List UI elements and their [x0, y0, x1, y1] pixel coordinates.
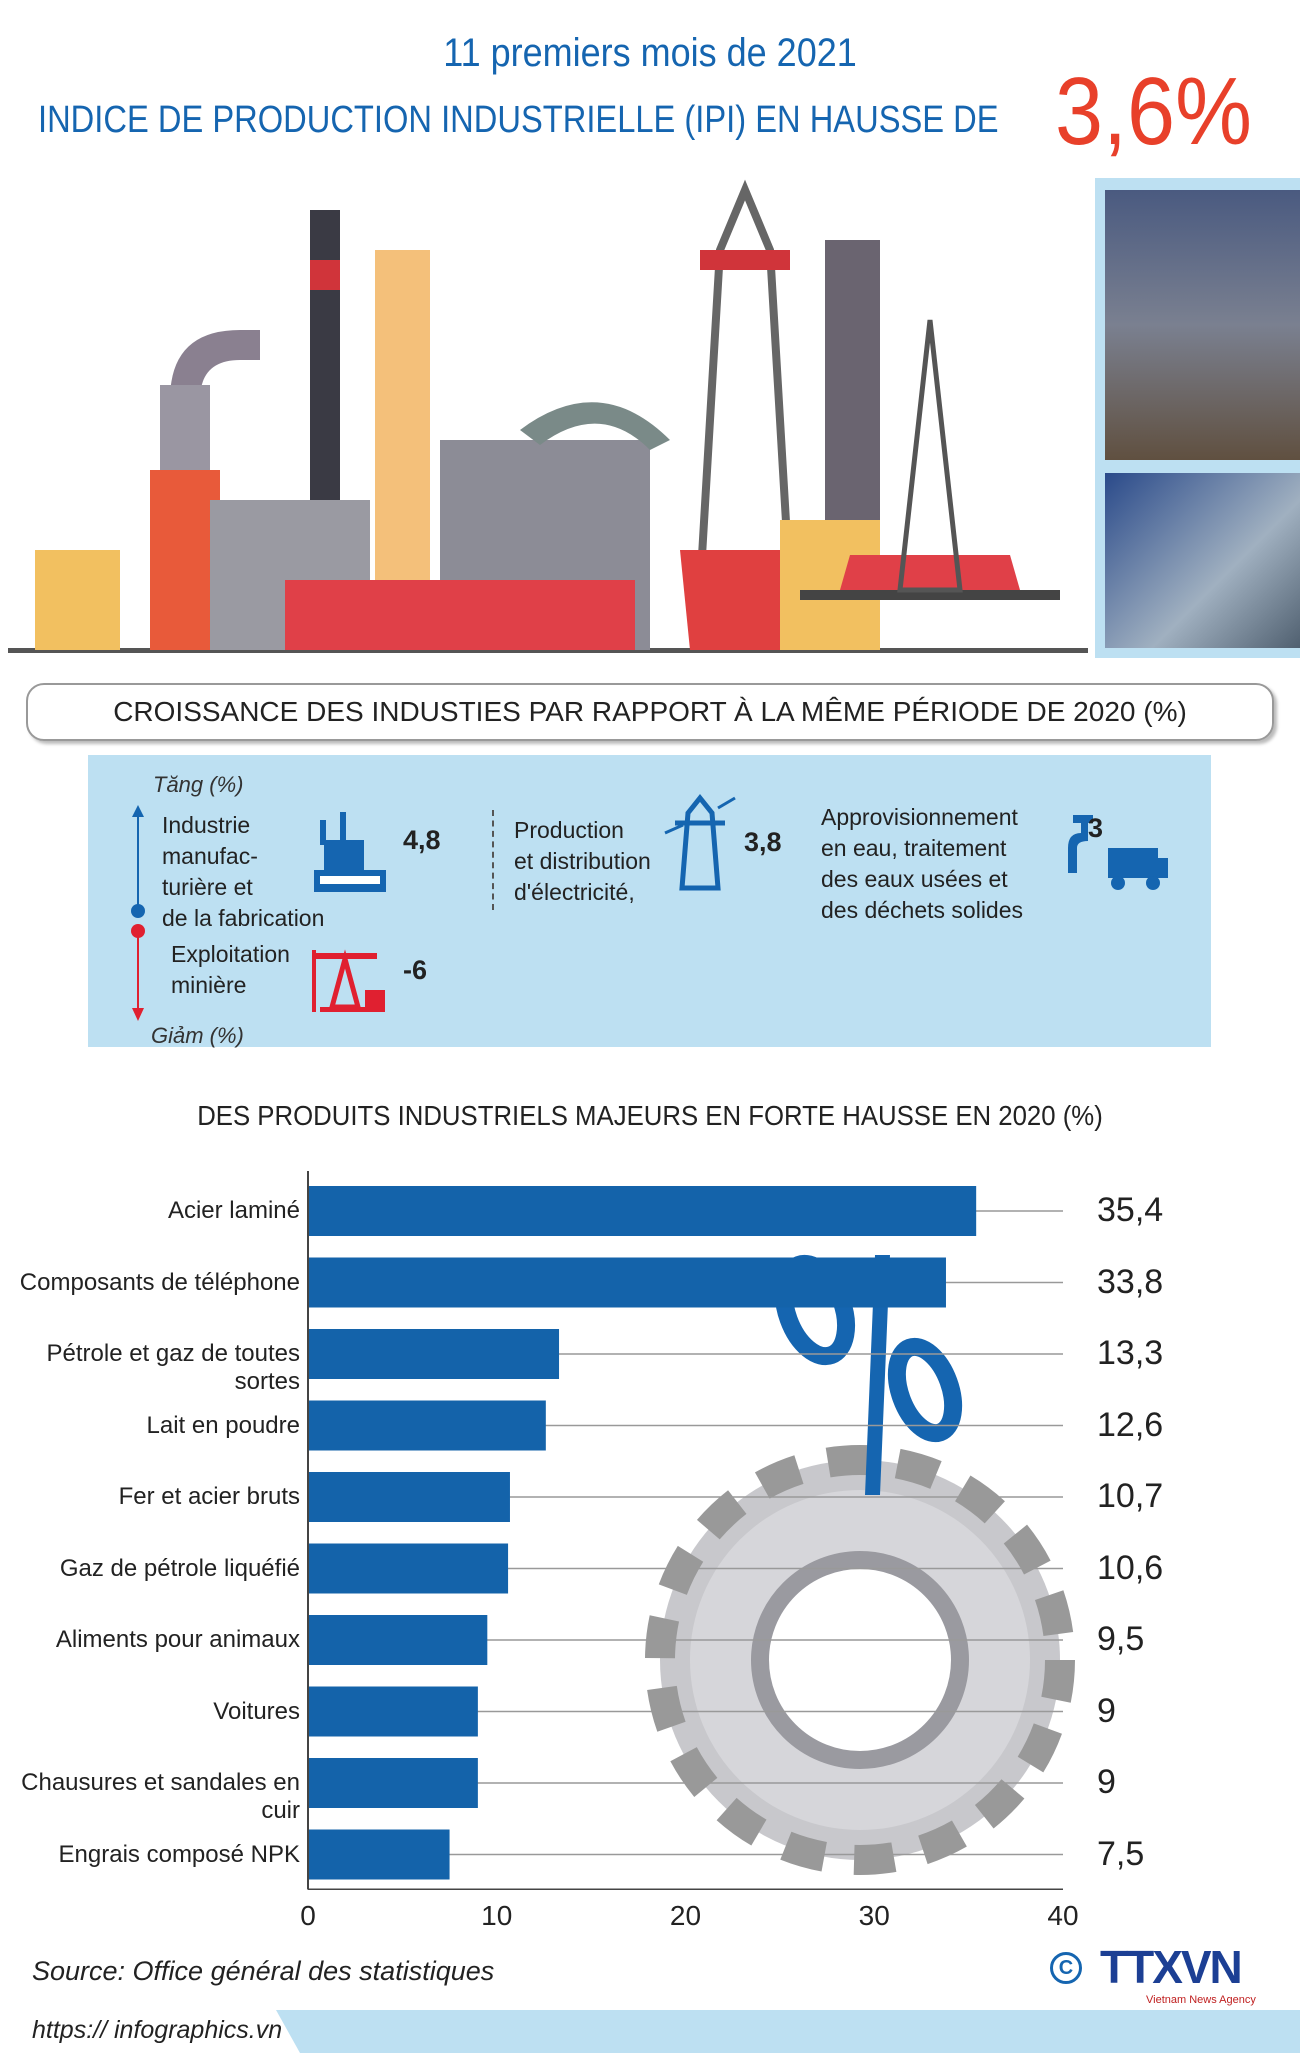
line: des eaux usées et: [821, 866, 1008, 892]
x-tick-label: 40: [1047, 1900, 1079, 1931]
up-label: Tăng (%): [153, 772, 244, 797]
title: INDICE DE PRODUCTION INDUSTRIELLE (IPI) …: [38, 99, 999, 141]
category-label: Chausures et sandales en cuir: [21, 1769, 300, 1824]
bar: [308, 1543, 509, 1594]
line: turière et: [162, 874, 253, 900]
line: Approvisionnement: [821, 804, 1018, 830]
ttxvn-logo: C TTXVN Vietnam News Agency: [1050, 1944, 1280, 2008]
category-label: Gaz de pétrole liquéfié: [59, 1554, 300, 1582]
water-truck-icon: [1068, 815, 1168, 890]
bar: [308, 1472, 510, 1522]
footer-tab: [0, 2010, 300, 2053]
industrial-illustration: [8, 179, 1088, 653]
bar: [308, 1329, 560, 1379]
line: et distribution: [514, 848, 651, 874]
item-manufacturing-label: Industrie manufac-turière et de la fabrica…: [162, 810, 324, 934]
line: Industrie: [162, 812, 251, 838]
line: Production: [514, 817, 624, 843]
value-label: 12,6: [1097, 1405, 1164, 1444]
divider: [492, 810, 494, 910]
substation-photo: [1105, 190, 1300, 460]
power-tower-icon: [664, 793, 736, 891]
value-label: 10,6: [1097, 1548, 1164, 1587]
website-link[interactable]: https:// infographics.vn: [32, 2016, 283, 2044]
item-mining-label: Exploitation minière: [171, 939, 290, 1001]
value-label: 9,5: [1097, 1620, 1145, 1658]
x-tick-label: 20: [669, 1900, 702, 1931]
bar-chart: [307, 1171, 1075, 1890]
bar: [308, 1186, 977, 1236]
manufacturing-value: 4,8: [403, 825, 441, 855]
logo-subtext: Vietnam News Agency: [1146, 1994, 1256, 2006]
value-label: 9: [1097, 1691, 1116, 1730]
bar: [308, 1829, 450, 1880]
factory-icon: [314, 812, 386, 892]
down-label: Giảm (%): [151, 1023, 244, 1048]
line: Exploitation: [171, 941, 290, 967]
value-label: 9: [1097, 1763, 1116, 1801]
logo-text: TTXVN: [1100, 1941, 1243, 1993]
line: en eau, traitement: [821, 835, 1007, 861]
category-label: Composants de téléphone: [19, 1268, 300, 1296]
x-tick-label: 30: [858, 1900, 890, 1931]
category-label: Voitures: [213, 1697, 300, 1725]
line: de la fabrication: [162, 905, 325, 931]
item-water-label: Approvisionnement en eau, traitement des e…: [821, 802, 1023, 926]
subtitle: 11 premiers mois de 2021: [443, 31, 857, 75]
copyright-icon: C: [1050, 1952, 1082, 1984]
up-down-axis: [131, 805, 145, 1021]
growth-banner: CROISSANCE DES INDUSTIES PAR RAPPORT À L…: [26, 683, 1274, 741]
line: des déchets solides: [821, 897, 1024, 923]
photo-frame: [1095, 178, 1300, 658]
category-label: Acier laminé: [167, 1197, 300, 1224]
bar: [308, 1257, 946, 1308]
x-tick-label: 10: [481, 1900, 513, 1931]
bar: [308, 1758, 478, 1808]
category-label: Fer et acier bruts: [118, 1483, 300, 1510]
bar: [308, 1615, 488, 1665]
value-label: 13,3: [1097, 1334, 1164, 1372]
gear-percent-illustration: [645, 1254, 1075, 1875]
water-value: 3: [1088, 813, 1104, 843]
value-label: 10,7: [1097, 1477, 1164, 1515]
line: manufac-: [162, 843, 258, 869]
electricity-value: 3,8: [744, 827, 782, 857]
line: d'électricité,: [514, 879, 635, 905]
line: minière: [171, 972, 247, 998]
highlight-value: 3,6%: [1055, 58, 1252, 165]
category-label: Aliments pour animaux: [55, 1626, 300, 1653]
value-label: 7,5: [1097, 1834, 1145, 1873]
bar: [308, 1686, 478, 1737]
bar: [308, 1400, 546, 1451]
x-tick-label: 0: [300, 1900, 316, 1931]
mining-value: -6: [403, 955, 428, 985]
category-label: Engrais composé NPK: [58, 1840, 300, 1868]
factory-workers-photo: [1105, 473, 1300, 648]
growth-panel: Tăng (%) Giảm (%) Industrie manufac-turiè…: [88, 755, 1211, 1048]
chart-title: DES PRODUITS INDUSTRIELS MAJEURS EN FORT…: [197, 1100, 1103, 1131]
value-label: 35,4: [1097, 1191, 1164, 1229]
oil-pump-icon: [312, 949, 385, 1012]
value-label: 33,8: [1097, 1262, 1164, 1301]
source-note: Source: Office général des statistiques: [32, 1956, 495, 1986]
item-electricity-label: Production et distribution d'électricité,: [514, 815, 651, 908]
category-label: Pétrole et gaz de toutes sortes: [46, 1340, 301, 1395]
category-label: Lait en poudre: [146, 1411, 300, 1439]
